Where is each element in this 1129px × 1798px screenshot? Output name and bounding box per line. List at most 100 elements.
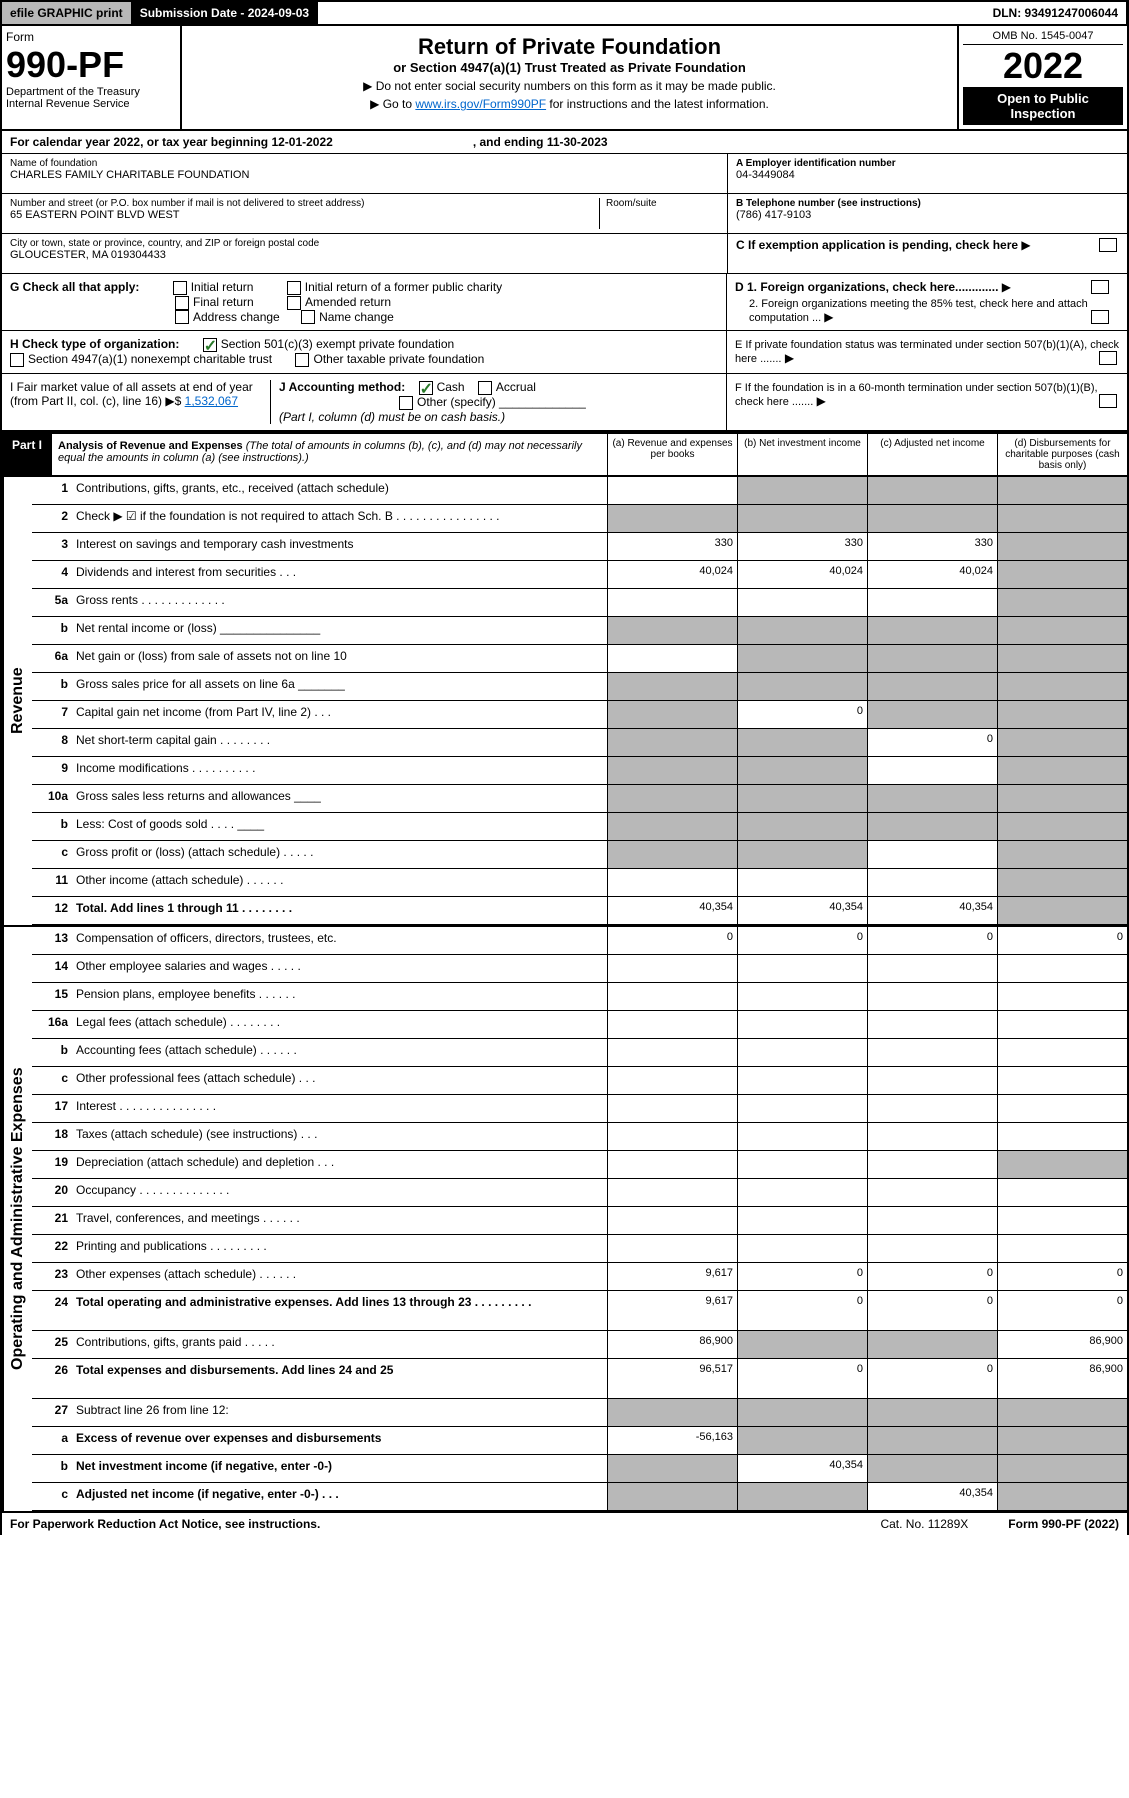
- line-num: 15: [32, 983, 72, 1010]
- line-8: 8Net short-term capital gain . . . . . .…: [32, 729, 1127, 757]
- cell-value: [737, 869, 867, 896]
- line-14: 14Other employee salaries and wages . . …: [32, 955, 1127, 983]
- c-checkbox[interactable]: [1099, 238, 1117, 252]
- g-final-return[interactable]: [175, 296, 189, 310]
- line-9: 9Income modifications . . . . . . . . . …: [32, 757, 1127, 785]
- cell-value: [997, 1039, 1127, 1066]
- g-initial-return[interactable]: [173, 281, 187, 295]
- line-desc: Gross profit or (loss) (attach schedule)…: [72, 841, 607, 868]
- line-num: 7: [32, 701, 72, 728]
- line-num: b: [32, 1039, 72, 1066]
- j-note: (Part I, column (d) must be on cash basi…: [279, 410, 505, 424]
- line-desc: Total expenses and disbursements. Add li…: [72, 1359, 607, 1398]
- cell-value: [737, 1179, 867, 1206]
- cell-grey: [997, 533, 1127, 560]
- cell-value: [867, 589, 997, 616]
- line-desc: Travel, conferences, and meetings . . . …: [72, 1207, 607, 1234]
- line-desc: Gross sales price for all assets on line…: [72, 673, 607, 700]
- cell-value: [737, 1123, 867, 1150]
- line-1: 1Contributions, gifts, grants, etc., rec…: [32, 477, 1127, 505]
- line-num: c: [32, 1067, 72, 1094]
- cell-value: 40,354: [737, 1455, 867, 1482]
- line-num: 20: [32, 1179, 72, 1206]
- col-d-header: (d) Disbursements for charitable purpose…: [997, 434, 1127, 475]
- cell-grey: [737, 1331, 867, 1358]
- form-subtitle: or Section 4947(a)(1) Trust Treated as P…: [190, 60, 949, 75]
- h-4947[interactable]: [10, 353, 24, 367]
- cell-value: [997, 983, 1127, 1010]
- line-24: 24Total operating and administrative exp…: [32, 1291, 1127, 1331]
- cell-value: [997, 1235, 1127, 1262]
- ein-label: A Employer identification number: [736, 158, 1119, 169]
- cell-grey: [607, 1483, 737, 1510]
- entity-info: Name of foundation CHARLES FAMILY CHARIT…: [0, 154, 1129, 274]
- cell-grey: [607, 673, 737, 700]
- dept-treasury: Department of the Treasury: [6, 86, 176, 98]
- j-other[interactable]: [399, 396, 413, 410]
- line-25: 25Contributions, gifts, grants paid . . …: [32, 1331, 1127, 1359]
- g-name-change[interactable]: [301, 310, 315, 324]
- cell-value: 40,024: [607, 561, 737, 588]
- line-num: 6a: [32, 645, 72, 672]
- efile-label[interactable]: efile GRAPHIC print: [2, 2, 132, 24]
- cell-grey: [607, 1455, 737, 1482]
- h-other-taxable[interactable]: [295, 353, 309, 367]
- f-checkbox[interactable]: [1099, 394, 1117, 408]
- cell-grey: [997, 757, 1127, 784]
- line-num: 12: [32, 897, 72, 924]
- cell-value: 0: [867, 1263, 997, 1290]
- cell-value: [607, 1067, 737, 1094]
- h-section: H Check type of organization: Section 50…: [0, 331, 1129, 374]
- footer: For Paperwork Reduction Act Notice, see …: [0, 1513, 1129, 1535]
- d2-checkbox[interactable]: [1091, 310, 1109, 324]
- room-label: Room/suite: [606, 198, 719, 209]
- d1-checkbox[interactable]: [1091, 280, 1109, 294]
- cell-grey: [997, 477, 1127, 504]
- line-b: bGross sales price for all assets on lin…: [32, 673, 1127, 701]
- cell-grey: [997, 729, 1127, 756]
- line-desc: Net investment income (if negative, ente…: [72, 1455, 607, 1482]
- f-label: F If the foundation is in a 60-month ter…: [735, 382, 1098, 408]
- line-num: 24: [32, 1291, 72, 1330]
- cell-grey: [867, 701, 997, 728]
- line-desc: Income modifications . . . . . . . . . .: [72, 757, 607, 784]
- cell-value: 0: [867, 1359, 997, 1398]
- submission-date: Submission Date - 2024-09-03: [132, 2, 318, 24]
- cell-grey: [607, 757, 737, 784]
- line-22: 22Printing and publications . . . . . . …: [32, 1235, 1127, 1263]
- line-num: 3: [32, 533, 72, 560]
- cell-grey: [997, 1455, 1127, 1482]
- cell-grey: [997, 785, 1127, 812]
- j-cash[interactable]: [419, 381, 433, 395]
- line-desc: Other expenses (attach schedule) . . . .…: [72, 1263, 607, 1290]
- fmv-value[interactable]: 1,532,067: [185, 394, 238, 408]
- revenue-side-label: Revenue: [2, 477, 32, 925]
- cell-value: [607, 955, 737, 982]
- cell-value: [867, 1011, 997, 1038]
- cell-value: 86,900: [997, 1331, 1127, 1358]
- j-accrual[interactable]: [478, 381, 492, 395]
- cell-value: 40,024: [737, 561, 867, 588]
- cell-grey: [607, 1399, 737, 1426]
- line-num: 8: [32, 729, 72, 756]
- line-12: 12Total. Add lines 1 through 11 . . . . …: [32, 897, 1127, 925]
- e-checkbox[interactable]: [1099, 351, 1117, 365]
- g-initial-former[interactable]: [287, 281, 301, 295]
- cell-grey: [997, 841, 1127, 868]
- cell-value: [607, 983, 737, 1010]
- h-501c3[interactable]: [203, 338, 217, 352]
- form-word: Form: [6, 30, 176, 44]
- dln: DLN: 93491247006044: [985, 2, 1127, 24]
- cell-grey: [997, 589, 1127, 616]
- g-address-change[interactable]: [175, 310, 189, 324]
- part1-badge: Part I: [2, 434, 52, 475]
- line-num: b: [32, 617, 72, 644]
- cell-grey: [607, 841, 737, 868]
- g-amended[interactable]: [287, 296, 301, 310]
- cell-grey: [997, 617, 1127, 644]
- cell-grey: [997, 1151, 1127, 1178]
- irs-link[interactable]: www.irs.gov/Form990PF: [415, 97, 546, 111]
- line-num: 22: [32, 1235, 72, 1262]
- cell-value: [737, 1207, 867, 1234]
- cell-grey: [607, 701, 737, 728]
